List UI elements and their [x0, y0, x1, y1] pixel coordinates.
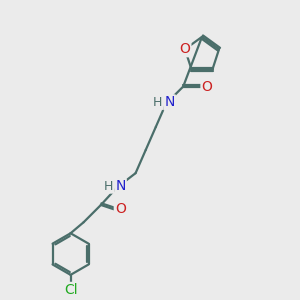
Text: N: N [164, 95, 175, 110]
Text: H: H [104, 180, 113, 193]
Text: O: O [179, 42, 191, 56]
Text: Cl: Cl [64, 283, 77, 297]
Text: O: O [202, 80, 212, 94]
Text: N: N [116, 179, 126, 193]
Text: H: H [153, 96, 163, 109]
Text: O: O [115, 202, 126, 216]
